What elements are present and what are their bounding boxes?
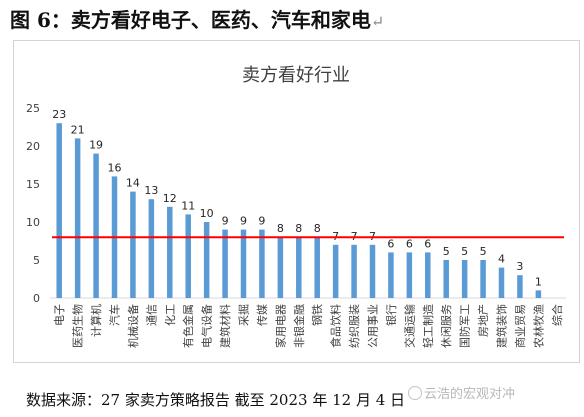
figure-heading: 图 6：卖方看好电子、医药、汽车和家电↵ (10, 6, 580, 34)
data-label: 10 (200, 207, 214, 220)
x-tick-label: 家用电器 (273, 304, 287, 348)
data-label: 9 (240, 215, 247, 228)
wechat-logo-icon (408, 386, 422, 400)
data-label: 3 (516, 260, 523, 273)
return-mark-icon: ↵ (370, 12, 385, 31)
x-tick-label: 化工 (163, 304, 177, 326)
x-tick-label: 银行 (384, 304, 398, 326)
x-tick-label: 有色金属 (181, 304, 195, 348)
x-tick-label: 房地产 (476, 304, 490, 337)
x-tick-label: 非银金融 (292, 304, 306, 348)
bar (388, 252, 394, 298)
bar (167, 206, 173, 298)
bar (222, 229, 228, 298)
x-tick-label: 交通运输 (402, 304, 416, 348)
bar (443, 260, 449, 298)
bar (74, 138, 81, 298)
x-tick-label: 公用事业 (367, 304, 380, 348)
x-tick-label: 计算机 (89, 304, 103, 337)
data-label: 21 (71, 123, 85, 136)
bar (130, 191, 136, 298)
x-tick-label: 通信 (145, 304, 158, 326)
x-tick-label: 电子 (53, 304, 66, 326)
data-label: 13 (144, 184, 158, 197)
bar (498, 267, 505, 298)
data-label: 6 (424, 237, 431, 250)
bar (425, 252, 431, 298)
data-label: 9 (258, 215, 265, 228)
bar (332, 244, 339, 298)
y-tick-label: 0 (33, 292, 40, 305)
data-label: 5 (480, 245, 487, 258)
y-tick-label: 25 (26, 102, 40, 115)
bar (148, 199, 155, 298)
x-tick-label: 轻工制造 (421, 304, 435, 348)
bar (277, 237, 284, 298)
data-label: 8 (277, 222, 284, 235)
x-tick-label: 建筑装饰 (495, 304, 509, 348)
bar (314, 237, 320, 298)
bar (369, 244, 376, 298)
data-label: 5 (461, 245, 468, 258)
x-tick-label: 休闲服务 (439, 304, 453, 348)
bar (259, 229, 265, 298)
data-label: 1 (535, 275, 542, 288)
y-tick-label: 15 (26, 178, 40, 191)
x-tick-label: 机械设备 (126, 304, 140, 348)
x-tick-label: 钢铁 (311, 304, 324, 326)
data-label: 6 (387, 237, 394, 250)
bar (93, 153, 99, 298)
data-label: 23 (52, 108, 66, 121)
chart-title: 卖方看好行业 (242, 65, 350, 86)
x-tick-label: 建筑材料 (218, 304, 232, 348)
watermark: 云浩的宏观对冲 (408, 385, 515, 405)
x-tick-label: 综合 (550, 304, 564, 326)
source-note: 数据来源：27 家卖方策略报告 截至 2023 年 12 月 4 日 (26, 391, 406, 409)
x-tick-label: 采掘 (237, 304, 251, 326)
bar (351, 244, 357, 298)
bar (517, 275, 523, 298)
bar (461, 260, 468, 298)
y-tick-label: 10 (26, 216, 40, 229)
data-label: 6 (406, 237, 413, 250)
x-tick-label: 国防军工 (458, 304, 472, 348)
bar (296, 237, 302, 298)
x-tick-label: 纺织服装 (347, 304, 361, 348)
y-tick-label: 20 (26, 140, 40, 153)
data-label: 9 (222, 215, 229, 228)
x-tick-label: 电气设备 (200, 304, 214, 348)
bar (185, 214, 191, 298)
bar (406, 252, 413, 298)
x-tick-label: 传媒 (256, 304, 269, 326)
data-label: 16 (108, 161, 122, 174)
data-label: 5 (443, 245, 450, 258)
bar (535, 290, 542, 298)
bar (203, 222, 210, 298)
x-tick-label: 农林牧渔 (531, 304, 545, 348)
data-label: 19 (89, 139, 103, 152)
bar (480, 260, 486, 298)
y-tick-label: 5 (33, 254, 40, 267)
data-label: 8 (295, 222, 302, 235)
data-label: 14 (126, 177, 140, 190)
data-label: 4 (498, 253, 505, 266)
x-tick-label: 商业贸易 (513, 304, 527, 348)
chart-frame: 卖方看好行业 0 5 10 15 20 25 23 电子 21 医药生物 19 计算机 16 汽车 14 机械… (13, 40, 580, 363)
x-tick-label: 医药生物 (71, 304, 85, 348)
data-label: 12 (163, 192, 177, 205)
bar (240, 229, 247, 298)
data-label: 11 (181, 199, 195, 212)
x-tick-label: 汽车 (108, 304, 122, 326)
data-label: 8 (314, 222, 321, 235)
x-tick-label: 食品饮料 (329, 304, 343, 348)
bar (56, 123, 62, 298)
watermark-text: 云浩的宏观对冲 (424, 387, 516, 402)
figure-heading-text: 图 6：卖方看好电子、医药、汽车和家电 (10, 8, 371, 32)
